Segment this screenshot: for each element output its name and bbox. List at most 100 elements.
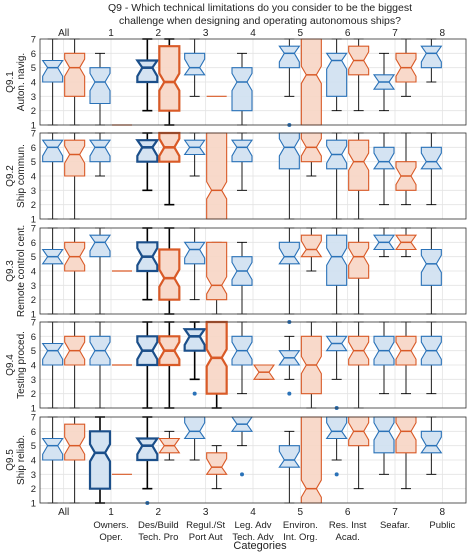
box [135, 437, 160, 462]
box [278, 445, 301, 468]
panel-4: 1 2 3 4 5 6 7 Q9.4 Testing proced. [5, 318, 467, 415]
y-tick-label: 4 [31, 78, 36, 89]
outlier-point [287, 391, 292, 396]
box [300, 38, 322, 126]
y-tick-label: 1 [31, 499, 36, 510]
outlier-point [192, 391, 197, 396]
y-tick-label: 6 [31, 49, 36, 60]
box [64, 52, 86, 97]
box [182, 328, 207, 352]
y-tick-label: 7 [31, 224, 36, 235]
category-bottom-label: 1 [108, 507, 114, 518]
category-top-label: 7 [392, 28, 398, 39]
y-tick-label: 6 [31, 332, 36, 343]
y-tick-label: 6 [31, 238, 36, 249]
box [231, 67, 253, 112]
box [135, 59, 160, 84]
box [89, 67, 111, 105]
panel-1: 1 2 3 4 5 6 7 All 1 2 3 4 5 6 7 8 Q9.1 Auton. navig. [5, 28, 467, 132]
y-tick-label: 2 [31, 484, 36, 495]
category-bottom-label: 4 [250, 507, 256, 518]
y-axis-label: Testing proced. [16, 331, 27, 399]
y-axis-label: Ship commun. [16, 144, 27, 208]
category-bottom-label: 7 [392, 507, 398, 518]
panel-5: 1 2 3 4 5 6 7 Q9.5 Ship reliab. [5, 413, 467, 510]
y-axis-label: Q9.4 [5, 354, 16, 376]
y-axis-label: Remote control cent. [16, 225, 27, 317]
y-tick-label: 1 [31, 215, 36, 226]
box [230, 139, 254, 163]
y-tick-label: 4 [31, 172, 36, 183]
panel-frame [39, 321, 467, 409]
category-name-line-2: Oper. [99, 532, 122, 543]
box [278, 241, 301, 265]
box [372, 146, 396, 170]
box [325, 52, 348, 97]
y-tick-label: 5 [31, 157, 36, 168]
y-tick-label: 1 [31, 310, 36, 321]
outlier-point [240, 472, 244, 477]
category-bottom-label: All [58, 507, 69, 518]
category-name-line-1: Seafar. [380, 520, 410, 531]
box [183, 52, 206, 76]
box [300, 234, 323, 258]
y-axis-label: Q9.3 [5, 260, 16, 282]
category-name-line-1: Public [429, 520, 455, 531]
box [183, 241, 206, 265]
y-axis-label: Q9.1 [5, 71, 16, 93]
y-axis-label: Q9.2 [5, 165, 16, 187]
panel-2: 1 2 3 4 5 6 7 Q9.2 Ship commun. [5, 129, 467, 226]
category-bottom-label: 5 [298, 507, 304, 518]
category-bottom-label: 8 [440, 507, 446, 518]
category-name-line-1: Owners. [93, 520, 128, 531]
box [88, 139, 112, 163]
y-tick-label: 4 [31, 267, 36, 278]
category-top-label: 6 [345, 28, 351, 39]
y-tick-label: 3 [31, 375, 36, 386]
category-name-line-2: Acad. [336, 532, 360, 543]
category-bottom-label: 3 [203, 507, 209, 518]
outlier-point [334, 472, 339, 477]
category-name-line-1: Environ. [283, 520, 318, 531]
category-bottom-label: 6 [345, 507, 351, 518]
y-tick-label: 3 [31, 470, 36, 481]
y-tick-label: 7 [31, 129, 36, 140]
box [278, 45, 301, 69]
box [348, 241, 370, 279]
box [41, 342, 64, 366]
box [206, 241, 228, 301]
box [183, 416, 206, 440]
y-tick-label: 3 [31, 186, 36, 197]
y-tick-label: 1 [31, 404, 36, 415]
x-axis-label: Categories [233, 540, 287, 552]
category-name-line-1: Leg. Adv [235, 520, 272, 531]
box [420, 45, 443, 69]
box [158, 248, 181, 301]
box [158, 45, 181, 112]
y-tick-label: 2 [31, 106, 36, 117]
panel-3: 1 2 3 4 5 6 7 Q9.3 Remote control cent. [5, 224, 467, 321]
category-name-line-2: Tech. Pro [138, 532, 178, 543]
box [278, 132, 300, 170]
panel-frame [39, 227, 467, 315]
y-tick-label: 5 [31, 252, 36, 263]
y-tick-label: 4 [31, 456, 36, 467]
y-tick-label: 3 [31, 92, 36, 103]
y-tick-label: 7 [31, 318, 36, 329]
box [88, 430, 112, 490]
chart-title-line-1: Q9 - Which technical limitations do you … [108, 2, 412, 14]
category-top-label: 4 [250, 28, 256, 39]
panel-frame [39, 38, 467, 126]
category-name-line-2: Tech. Adv [232, 532, 273, 543]
box [373, 416, 395, 454]
category-top-label: 8 [440, 28, 446, 39]
y-tick-label: 7 [31, 35, 36, 46]
category-top-label: 2 [156, 28, 162, 39]
panel-frame [39, 132, 467, 220]
y-tick-label: 6 [31, 427, 36, 438]
box [348, 139, 370, 191]
box [395, 416, 417, 454]
box [420, 430, 443, 454]
category-name-line-1: Regul./St [186, 520, 225, 531]
